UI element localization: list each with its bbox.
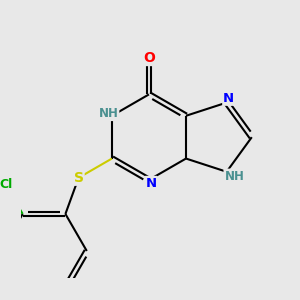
Text: S: S [74,171,84,185]
Text: NH: NH [98,107,118,120]
Text: NH: NH [224,169,244,182]
Text: O: O [143,51,155,65]
Text: Cl: Cl [0,178,12,191]
Text: N: N [146,177,157,190]
Text: N: N [223,92,234,105]
